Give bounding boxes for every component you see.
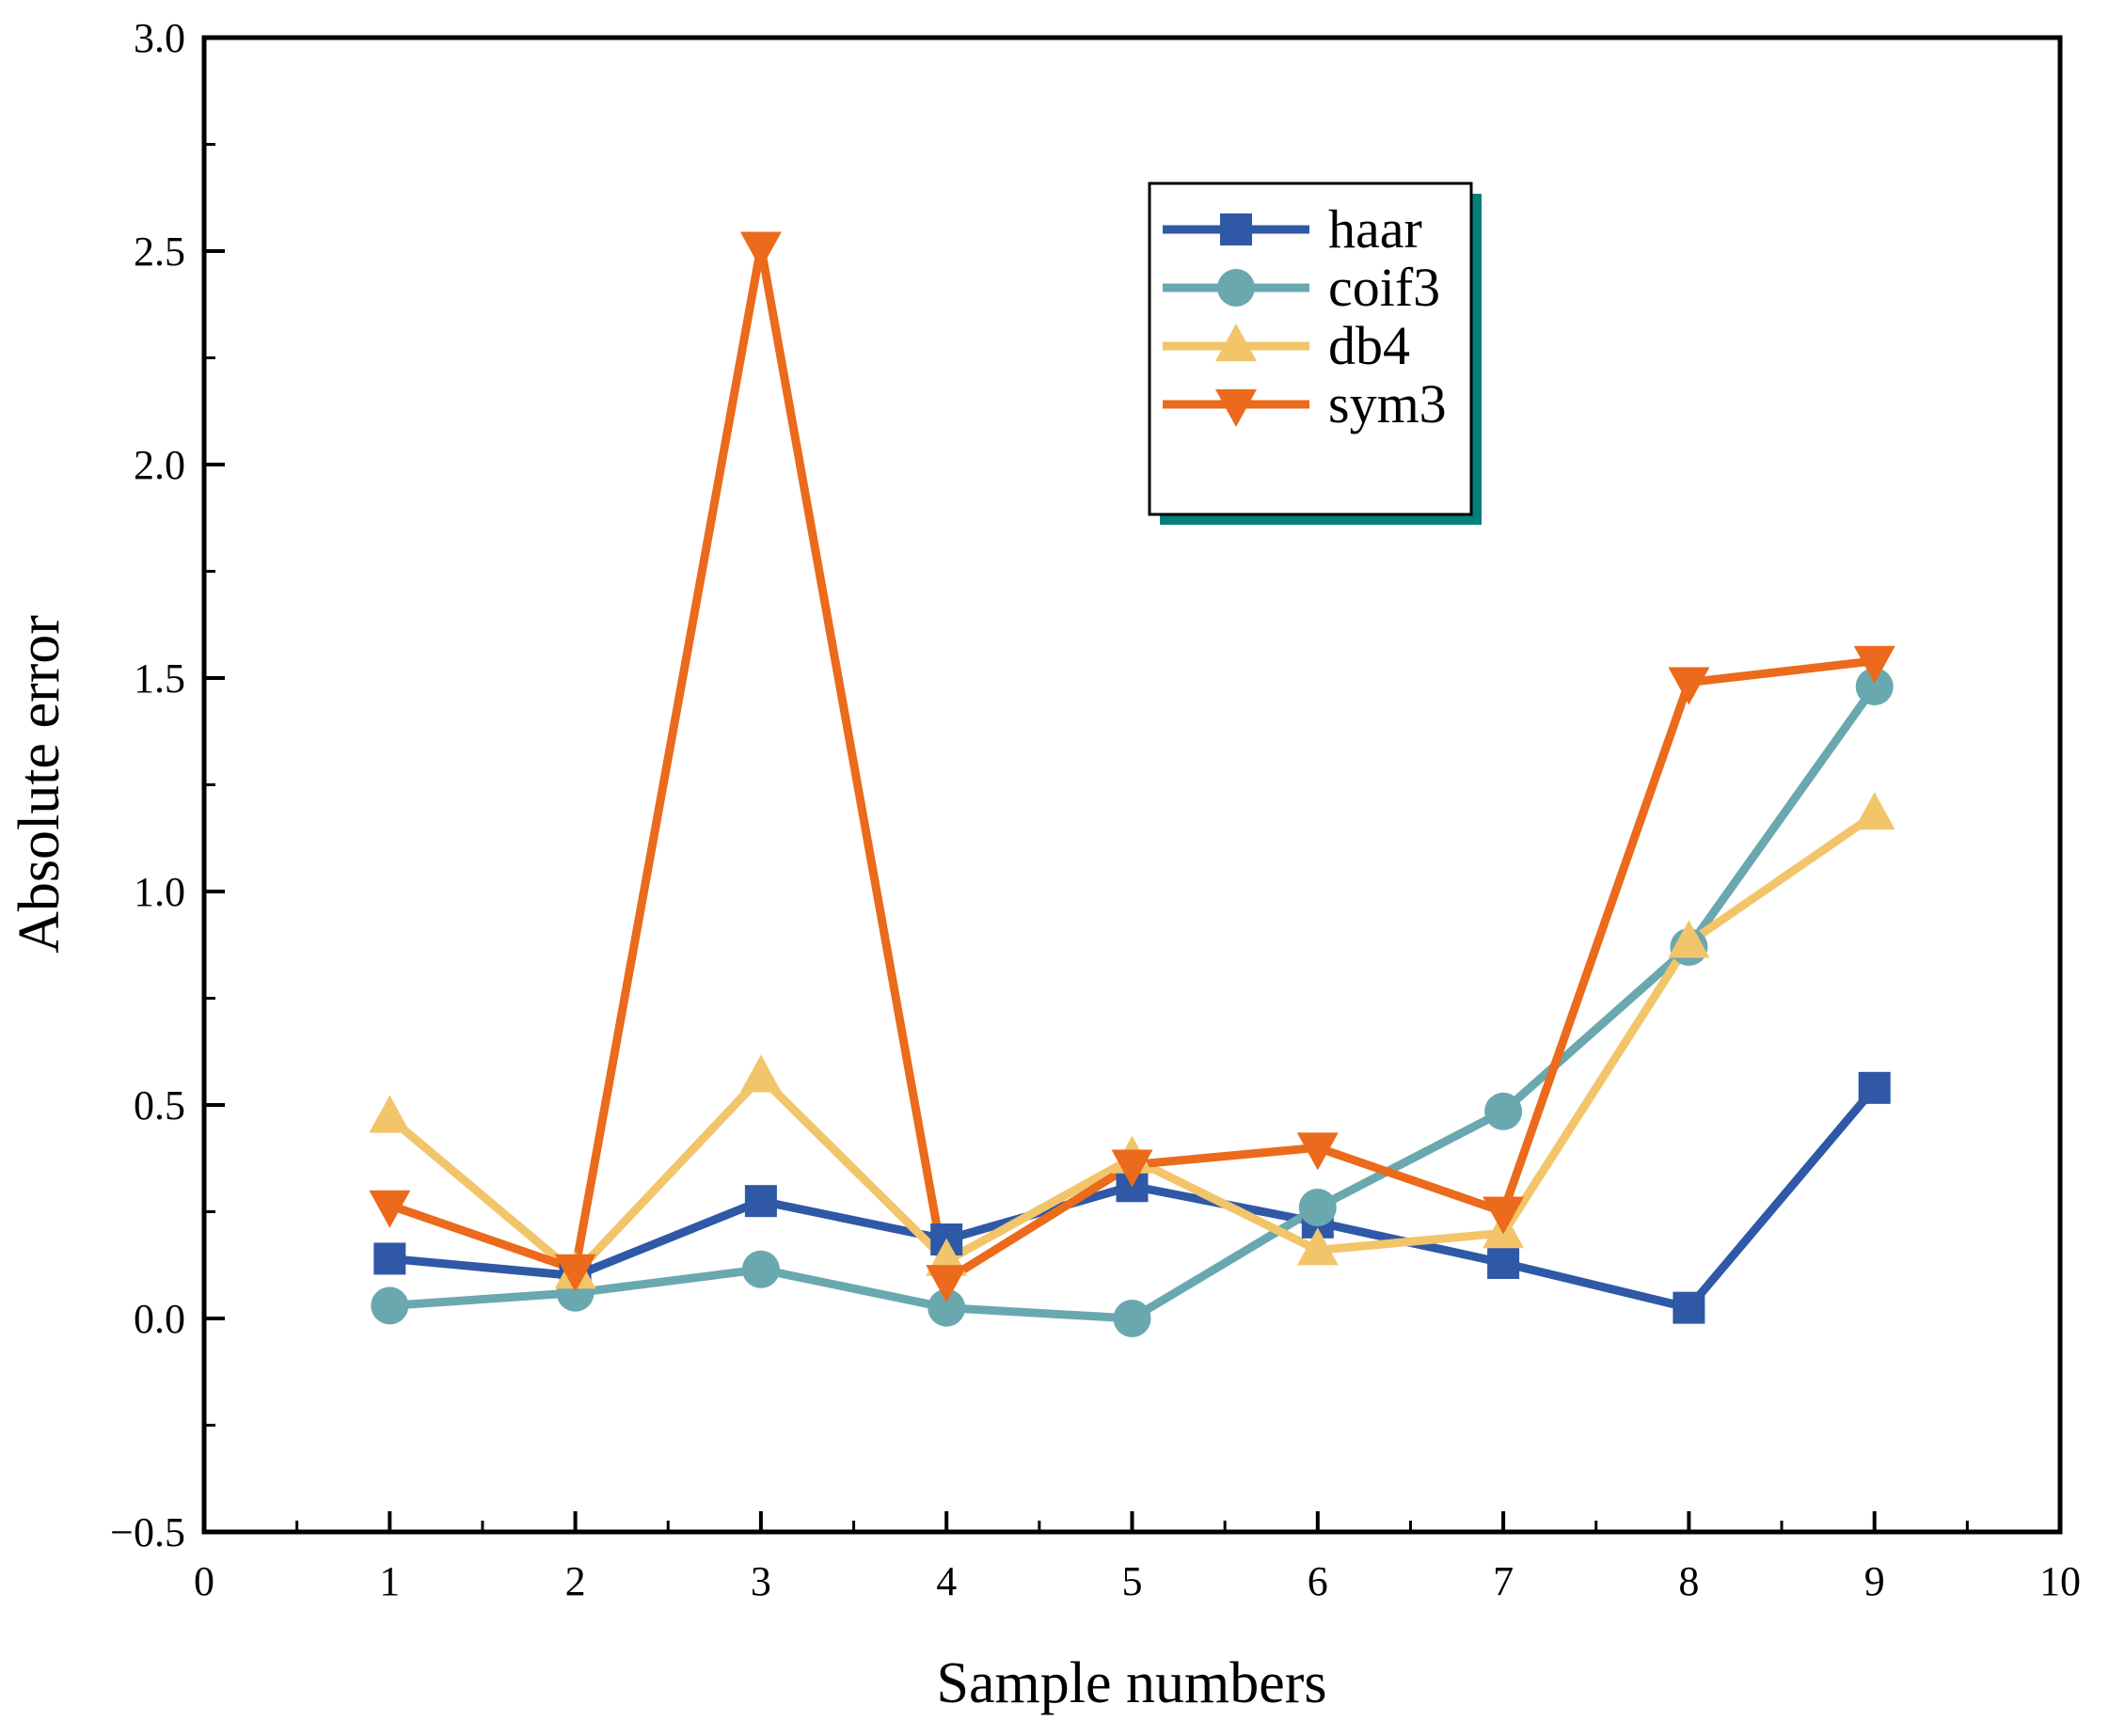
x-tick-label: 10: [2039, 1558, 2081, 1604]
x-tick-label: 3: [751, 1558, 771, 1604]
data-point-haar: [1858, 1071, 1891, 1104]
legend-item-coif3: coif3: [1163, 257, 1440, 318]
x-tick-label: 2: [565, 1558, 586, 1604]
data-point-sym3: [1111, 1149, 1153, 1188]
x-tick-label: 0: [194, 1558, 214, 1604]
data-point-coif3: [928, 1288, 966, 1327]
legend-label: db4: [1328, 315, 1410, 376]
x-tick-label: 7: [1493, 1558, 1514, 1604]
data-point-sym3: [1296, 1132, 1339, 1171]
data-point-coif3: [1113, 1300, 1151, 1337]
data-point-haar: [744, 1185, 777, 1218]
data-point-db4: [1296, 1227, 1339, 1266]
data-point-haar: [373, 1242, 406, 1275]
x-tick-label: 6: [1308, 1558, 1328, 1604]
data-point-haar: [1673, 1291, 1705, 1324]
legend-label: haar: [1328, 198, 1422, 260]
series-line-sym3: [388, 242, 1876, 1285]
legend-swatch-marker: [1220, 213, 1252, 245]
legend-item-sym3: sym3: [1163, 373, 1447, 434]
data-point-sym3: [926, 1265, 968, 1303]
legend-swatch-marker: [1215, 389, 1257, 427]
data-point-haar: [1487, 1246, 1520, 1279]
data-point-sym3: [369, 1190, 411, 1228]
legend-label: coif3: [1328, 257, 1440, 318]
legend-label: sym3: [1328, 373, 1447, 434]
data-point-sym3: [739, 231, 782, 270]
y-tick-label: 1.5: [134, 655, 185, 702]
legend-item-haar: haar: [1163, 198, 1422, 260]
data-point-sym3: [1483, 1196, 1525, 1235]
y-tick-label: 0.5: [134, 1082, 185, 1128]
x-tick-label: 5: [1122, 1558, 1143, 1604]
x-tick-label: 4: [936, 1558, 957, 1604]
data-point-coif3: [1484, 1092, 1523, 1130]
data-point-db4: [369, 1095, 411, 1133]
legend-swatch-marker: [1217, 269, 1255, 307]
data-point-coif3: [371, 1286, 409, 1325]
y-axis-ticks: −0.5 0.0 0.5 1.0 1.5 2.0 2.5 3.0: [110, 15, 225, 1555]
y-tick-label: −0.5: [110, 1509, 185, 1555]
data-point-coif3: [1855, 668, 1894, 706]
series-markers: [369, 231, 1895, 1337]
y-tick-label: 3.0: [134, 15, 185, 61]
x-tick-label: 9: [1864, 1558, 1885, 1604]
x-tick-label: 8: [1678, 1558, 1699, 1604]
data-point-db4: [739, 1054, 782, 1093]
y-axis-title: Absolute error: [8, 615, 71, 954]
y-tick-label: 1.0: [134, 869, 185, 915]
x-tick-label: 1: [379, 1558, 400, 1604]
x-axis-title: Sample numbers: [937, 1651, 1327, 1715]
data-point-sym3: [1853, 645, 1895, 684]
y-tick-label: 0.0: [134, 1296, 185, 1342]
y-tick-label: 2.0: [134, 442, 185, 488]
y-tick-label: 2.5: [134, 229, 185, 275]
data-point-sym3: [1668, 667, 1710, 705]
x-axis-ticks: 0 1 2 3 4 5 6 7 8 9 10: [194, 1511, 2081, 1604]
data-point-db4: [1853, 792, 1895, 830]
data-point-sym3: [554, 1254, 596, 1292]
data-point-db4: [1668, 920, 1710, 958]
legend-swatch-marker: [1215, 324, 1257, 361]
legend-item-db4: db4: [1163, 315, 1410, 376]
data-point-coif3: [741, 1250, 780, 1288]
data-point-coif3: [1298, 1188, 1337, 1226]
